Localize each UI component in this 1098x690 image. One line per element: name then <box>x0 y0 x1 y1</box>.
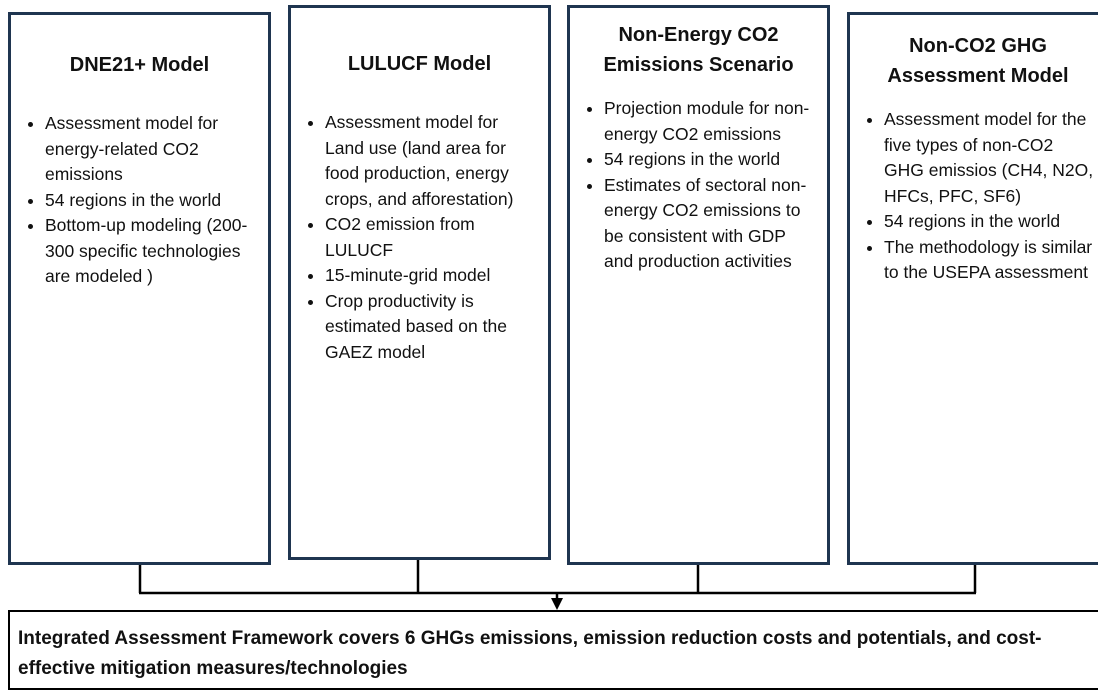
framework-box: Integrated Assessment Framework covers 6… <box>8 610 1098 690</box>
bullet-item: Assessment model for Land use (land area… <box>325 110 538 212</box>
bullet-item: The methodology is similar to the USEPA … <box>884 235 1096 286</box>
bullet-item: Crop productivity is estimated based on … <box>325 289 538 366</box>
model-box: DNE21+ Model Assessment model for energy-… <box>8 12 271 565</box>
box-title: LULUCF Model <box>347 53 492 75</box>
box-title: Non-CO2 GHG Assessment Model <box>887 35 1069 87</box>
model-box: Non-Energy CO2 Emissions Scenario Project… <box>567 5 830 565</box>
bullet-item: 15-minute-grid model <box>325 263 538 289</box>
bullet-item: Assessment model for energy-related CO2 … <box>45 111 258 188</box>
box-title: DNE21+ Model <box>69 54 210 76</box>
bullet-item: 54 regions in the world <box>604 147 817 173</box>
bullet-item: CO2 emission from LULUCF <box>325 212 538 263</box>
bullet-item: 54 regions in the world <box>45 188 258 214</box>
framework-text: Integrated Assessment Framework covers 6… <box>18 628 1042 679</box>
bullet-item: Estimates of sectoral non-energy CO2 emi… <box>604 173 817 275</box>
bullet-item: Bottom-up modeling (200-300 specific tec… <box>45 213 258 290</box>
bullet-list: Assessment model for energy-related CO2 … <box>11 111 268 290</box>
bullet-list: Assessment model for the five types of n… <box>850 107 1098 286</box>
bullet-list: Assessment model for Land use (land area… <box>291 110 548 365</box>
bullet-list: Projection module for non-energy CO2 emi… <box>570 96 827 275</box>
box-title: Non-Energy CO2 Emissions Scenario <box>603 24 794 76</box>
bullet-item: Assessment model for the five types of n… <box>884 107 1096 209</box>
bullet-item: 54 regions in the world <box>884 209 1096 235</box>
model-box: LULUCF Model Assessment model for Land us… <box>288 5 551 560</box>
bullet-item: Projection module for non-energy CO2 emi… <box>604 96 817 147</box>
model-box: Non-CO2 GHG Assessment Model Assessment m… <box>847 12 1098 565</box>
